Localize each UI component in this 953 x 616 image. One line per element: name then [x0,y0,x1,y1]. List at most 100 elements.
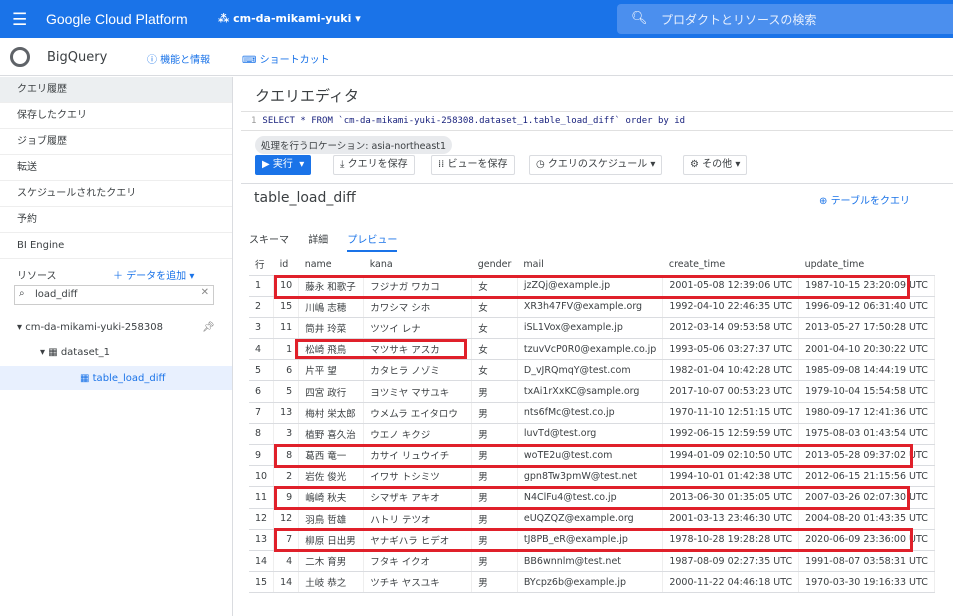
location-chip[interactable]: 処理を行うロケーション: asia-northeast1 [255,136,453,154]
add-data-label: データを追加 [126,271,187,282]
cell-id: 11 [273,317,300,340]
run-button[interactable]: ▶ 実行 ▾ [255,155,312,175]
sidebar-item-bi-engine[interactable]: BI Engine [0,233,232,259]
features-label: 機能と情報 [160,55,211,66]
cell-kana: カタヒラ ノゾミ [363,359,473,382]
cell-create_time: 1993-05-06 03:27:37 UTC [662,338,800,361]
schedule-label: クエリのスケジュール [547,159,648,170]
resource-filter-input[interactable]: ⌕ load_diff ✕ [14,285,214,305]
table-row: 8 3 植野 喜久治 ウエノ キクジ男 luvTd@test.org 1992-06-15… [249,423,935,446]
cell-行: 6 [249,380,275,403]
search-icon: 🔍︎ [631,11,648,26]
sidebar-item-scheduled-queries[interactable]: スケジュールされたクエリ [0,181,232,207]
cell-update_time: 1980-09-17 12:41:36 UTC [798,402,935,424]
tree-table[interactable]: ▦ table_load_diff [0,366,232,390]
cell-行: 2 [249,296,275,318]
query-editor[interactable]: 1 SELECT * FROM `cm-da-mikami-yuki-258308… [241,111,953,131]
pin-icon[interactable]: 📌︎ [202,322,215,333]
cell-create_time: 2001-05-08 12:39:06 UTC [662,275,800,297]
cell-id: 6 [273,359,300,382]
tab-details[interactable]: 詳細 [308,235,329,246]
resources-label: リソース [17,271,57,282]
cell-kana: フジナガ ワカコ [363,275,473,297]
sidebar-item-query-history[interactable]: クエリ履歴 [0,77,232,103]
cell-mail: iSL1Vox@example.jp [517,317,664,340]
cell-gender: 女 [471,275,518,297]
cell-行: 9 [249,444,275,467]
search-icon: ⌕ [19,288,25,299]
save-view-button[interactable]: ⁞⁞ ビューを保存 [431,155,515,175]
cell-mail: txAi1rXxKC@sample.org [517,380,664,403]
table-row: 14 4 二木 育男 フタキ イクオ男 BB6wnnlm@test.net 1987-08… [249,550,935,573]
sidebar-item-reservations[interactable]: 予約 [0,207,232,233]
cell-id: 13 [273,402,300,424]
cell-kana: フタキ イクオ [363,550,473,573]
dataset-node-label: dataset_1 [60,347,110,358]
cell-create_time: 1994-10-01 01:42:38 UTC [662,465,800,488]
highlight-box [274,528,913,552]
cell-kana: マツサキ アスカ [363,338,473,361]
cell-id: 10 [273,275,300,297]
app-title[interactable]: Google Cloud Platform [46,11,188,27]
cell-id: 3 [273,423,300,446]
query-table-button[interactable]: ⊕ テーブルをクエリ [819,196,910,207]
cell-create_time: 2001-03-13 23:46:30 UTC [662,508,800,530]
tab-preview[interactable]: プレビュー [347,231,398,252]
cell-id: 4 [273,550,300,573]
more-label: その他 [702,159,733,170]
shortcuts-link[interactable]: ⌨ ショートカット [242,55,330,66]
highlight-box [274,486,910,510]
cell-update_time: 1987-10-15 23:20:09 UTC [798,275,935,297]
tree-project[interactable]: ▾ cm-da-mikami-yuki-258308 [17,322,163,333]
cell-create_time: 1987-08-09 02:27:35 UTC [662,550,800,573]
cell-update_time: 2001-04-10 20:30:22 UTC [798,338,935,361]
cell-mail: D_vJRQmqY@test.com [517,359,664,382]
tree-dataset[interactable]: ▾ ▦ dataset_1 [40,347,110,358]
sidebar-item-saved-queries[interactable]: 保存したクエリ [0,103,232,129]
cell-gender: 男 [471,423,518,446]
column-header: id [273,254,299,276]
cell-create_time: 2012-03-14 09:53:58 UTC [662,317,800,340]
clear-icon[interactable]: ✕ [200,287,209,298]
cell-update_time: 1996-09-12 06:31:40 UTC [798,296,935,318]
sidebar: クエリ履歴 保存したクエリ ジョブ履歴 転送 スケジュールされたクエリ 予約 B… [0,77,233,616]
cell-行: 15 [249,571,275,594]
menu-icon[interactable]: ☰ [12,10,28,30]
table-node-label: table_load_diff [92,373,166,384]
shortcuts-label: ショートカット [259,55,330,66]
cell-行: 11 [249,486,275,509]
sidebar-item-job-history[interactable]: ジョブ履歴 [0,129,232,155]
project-selector[interactable]: ⁂ cm-da-mikami-yuki ▾ [218,12,361,25]
cell-gender: 男 [471,571,518,594]
cell-行: 13 [249,529,275,551]
main-panel: クエリエディタ 1 SELECT * FROM `cm-da-mikami-yuk… [241,77,953,616]
schedule-query-button[interactable]: ◷ クエリのスケジュール ▾ [529,155,663,175]
sidebar-item-transfers[interactable]: 転送 [0,155,232,181]
add-data-button[interactable]: ＋ データを追加 ▾ [113,271,195,282]
cell-id: 5 [273,380,300,403]
cell-name: 二木 育男 [298,550,365,573]
features-link[interactable]: ⓘ 機能と情報 [147,55,211,66]
cell-gender: 男 [471,550,518,573]
save-query-button[interactable]: ⤓ クエリを保存 [333,155,415,175]
search-input[interactable]: 🔍︎ プロダクトとリソースの検索 [617,4,953,34]
cell-mail: BYcpz6b@example.jp [517,571,664,594]
table-row: 9 8 葛西 竜一 カサイ リュウイチ男 woTE2u@test.com 1994-01-… [249,444,935,467]
cell-name: 植野 喜久治 [298,423,365,446]
more-button[interactable]: ⚙ その他 ▾ [683,155,748,175]
tab-schema[interactable]: スキーマ [249,235,289,246]
cell-mail: tzuvVcP0R0@example.co.jp [517,338,664,361]
cell-name: 川嶋 志穂 [298,296,365,318]
cell-create_time: 1982-01-04 10:42:28 UTC [662,359,800,382]
cell-gender: 女 [471,317,518,340]
cell-kana: ツツイ レナ [363,317,473,340]
table-row: 10 2 岩佐 俊光 イワサ トシミツ男 gpn8Tw3pmW@test.net 1994… [249,465,935,488]
cell-name: 岩佐 俊光 [298,465,365,488]
column-header: name [298,254,364,276]
cell-update_time: 1979-10-04 15:54:58 UTC [798,380,935,403]
column-header: kana [363,254,472,276]
top-bar: ☰ Google Cloud Platform ⁂ cm-da-mikami-y… [0,0,953,38]
search-placeholder: プロダクトとリソースの検索 [661,13,817,27]
column-header: mail [517,254,663,276]
column-header: create_time [662,254,799,276]
